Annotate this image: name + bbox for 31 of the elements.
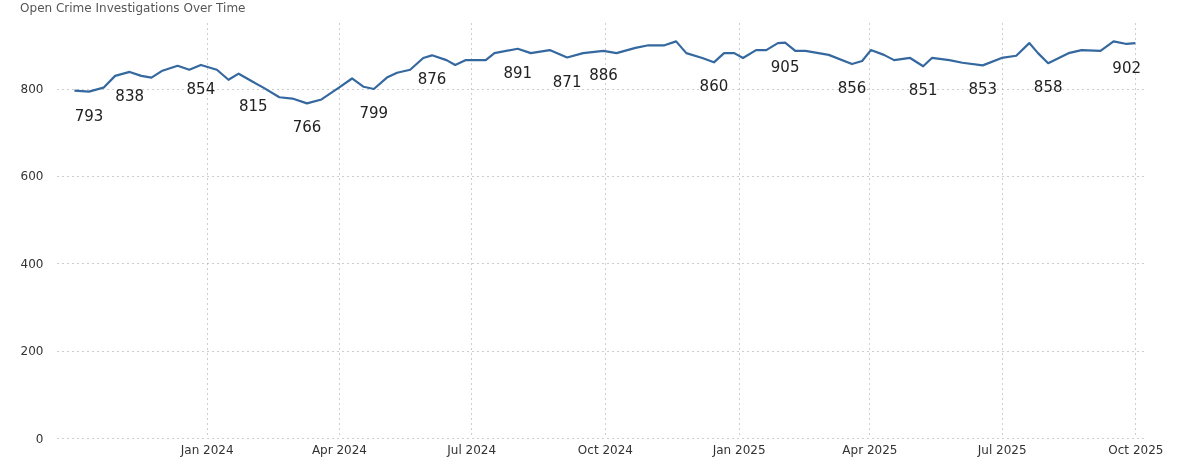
data-label: 871 <box>552 72 582 91</box>
data-label: 902 <box>1112 58 1141 77</box>
y-tick-label: 400 <box>20 256 44 271</box>
data-label: 886 <box>589 65 618 84</box>
data-label: 799 <box>359 103 389 122</box>
x-tick-label: Apr 2024 <box>311 442 368 457</box>
y-tick-label: 200 <box>20 344 44 359</box>
data-label: 905 <box>770 57 800 76</box>
y-tick-label: 600 <box>20 169 44 184</box>
data-label: 856 <box>837 79 867 98</box>
data-label: 838 <box>115 86 144 105</box>
x-tick-label: Jan 2024 <box>179 442 234 457</box>
data-label: 891 <box>503 63 533 82</box>
chart-title: Open Crime Investigations Over Time <box>20 1 246 15</box>
data-label: 815 <box>238 96 268 115</box>
y-tick-label: 800 <box>20 82 44 97</box>
data-label: 851 <box>908 81 938 100</box>
data-label: 766 <box>292 118 322 137</box>
x-tick-label: Jul 2025 <box>976 442 1027 457</box>
x-tick-label: Apr 2025 <box>842 442 898 457</box>
data-label: 854 <box>186 79 216 98</box>
data-label: 860 <box>699 77 729 96</box>
y-tick-label: 0 <box>35 431 44 446</box>
x-tick-label: Oct 2024 <box>577 442 633 457</box>
data-label: 853 <box>968 80 998 99</box>
x-tick-label: Jan 2025 <box>711 442 766 457</box>
data-label: 858 <box>1033 78 1063 97</box>
x-tick-label: Jul 2024 <box>446 442 497 457</box>
data-label: 793 <box>74 106 104 125</box>
x-tick-label: Oct 2025 <box>1108 442 1164 457</box>
data-label: 876 <box>417 70 447 89</box>
